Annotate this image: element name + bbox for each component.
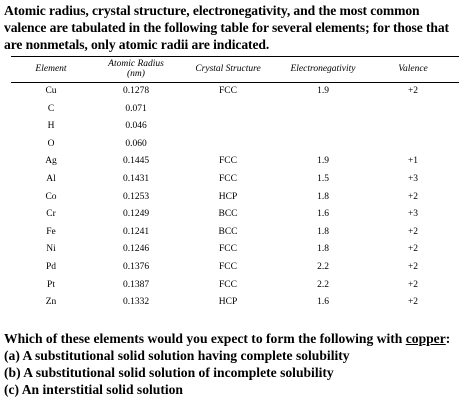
question-underlined-word: copper xyxy=(405,331,446,346)
cell-electronegativity: 1.9 xyxy=(317,86,329,96)
cell-atomic-radius: 0.1246 xyxy=(122,244,150,255)
table-row: Co 0.1253 HCP 1.8 +2 xyxy=(11,189,459,205)
cell-crystal-structure: FCC xyxy=(219,279,237,290)
cell-element: Pd xyxy=(45,262,57,272)
cell-electronegativity: 1.8 xyxy=(317,191,329,202)
table-row: Al 0.1431 FCC 1.5 +3 xyxy=(11,171,459,187)
cell-atomic-radius: 0.060 xyxy=(125,138,147,149)
cell-electronegativity: 1.5 xyxy=(317,174,329,184)
intro-paragraph: Atomic radius, crystal structure, electr… xyxy=(4,2,472,53)
cell-valence: +2 xyxy=(407,244,419,255)
cell-valence: +3 xyxy=(407,209,419,220)
table-row: Pd 0.1376 FCC 2.2 +2 xyxy=(11,259,459,275)
cell-atomic-radius: 0.1241 xyxy=(122,226,150,237)
cell-element: Co xyxy=(45,191,57,202)
header-radius-label: Atomic Radius xyxy=(108,59,164,69)
intro-line: valence are tabulated in the following t… xyxy=(4,20,449,35)
cell-electronegativity: 1.6 xyxy=(317,297,329,308)
cell-electronegativity: 1.9 xyxy=(317,156,329,167)
cell-valence: +2 xyxy=(407,279,419,290)
question-part-b: (b) A substitutional solid solution of i… xyxy=(4,365,334,380)
table-row: Zn 0.1332 HCP 1.6 +2 xyxy=(11,294,459,310)
cell-valence: +2 xyxy=(407,226,419,237)
cell-crystal-structure: HCP xyxy=(218,297,238,308)
cell-crystal-structure: BCC xyxy=(218,226,238,237)
cell-element: Al xyxy=(46,174,56,184)
header-atomic-radius: Atomic Radius (nm) xyxy=(91,56,181,82)
table-row: H 0.046 xyxy=(11,118,459,134)
intro-line: Atomic radius, crystal structure, electr… xyxy=(4,3,420,18)
cell-atomic-radius: 0.071 xyxy=(125,103,147,114)
question-prompt-end: : xyxy=(445,331,451,346)
cell-crystal-structure: FCC xyxy=(219,174,237,184)
cell-atomic-radius: 0.1445 xyxy=(122,156,150,167)
table-header-rule xyxy=(11,82,459,83)
header-element: Element xyxy=(35,64,67,74)
table-row: Pt 0.1387 FCC 2.2 +2 xyxy=(11,277,459,293)
cell-electronegativity: 2.2 xyxy=(317,279,329,290)
cell-element: C xyxy=(47,103,55,114)
question-prompt: Which of these elements would you expect… xyxy=(4,330,472,347)
cell-crystal-structure: FCC xyxy=(219,244,237,255)
cell-crystal-structure: FCC xyxy=(219,156,237,167)
cell-valence: +1 xyxy=(407,156,419,167)
intro-line: are nonmetals, only atomic radii are ind… xyxy=(4,37,270,52)
table-row: C 0.071 xyxy=(11,101,459,117)
cell-crystal-structure: BCC xyxy=(218,209,238,220)
table-row: Ni 0.1246 FCC 1.8 +2 xyxy=(11,241,459,257)
cell-electronegativity: 1.8 xyxy=(317,226,329,237)
cell-element: Ni xyxy=(46,244,56,255)
cell-atomic-radius: 0.1253 xyxy=(122,191,150,202)
cell-element: Cu xyxy=(45,86,57,96)
table-top-rule xyxy=(11,56,459,57)
question-block: Which of these elements would you expect… xyxy=(4,330,472,398)
cell-atomic-radius: 0.1249 xyxy=(122,209,150,220)
table-row: Ag 0.1445 FCC 1.9 +1 xyxy=(11,153,459,169)
table-row: Fe 0.1241 BCC 1.8 +2 xyxy=(11,224,459,240)
cell-valence: +2 xyxy=(407,262,419,272)
cell-atomic-radius: 0.1376 xyxy=(122,262,150,272)
question-part-a: (a) A substitutional solid solution havi… xyxy=(4,348,350,363)
header-radius-unit: (nm) xyxy=(127,69,145,79)
header-electronegativity: Electronegativity xyxy=(290,64,356,74)
cell-valence: +2 xyxy=(407,86,419,96)
cell-crystal-structure: FCC xyxy=(219,86,237,96)
cell-atomic-radius: 0.1387 xyxy=(122,279,150,290)
cell-electronegativity: 1.6 xyxy=(317,209,329,220)
cell-element: H xyxy=(47,121,55,132)
cell-valence: +3 xyxy=(407,174,419,184)
question-prompt-text: Which of these elements would you expect… xyxy=(4,331,406,346)
cell-electronegativity: 2.2 xyxy=(317,262,329,272)
question-part-c: (c) An interstitial solid solution xyxy=(4,382,183,397)
header-valence: Valence xyxy=(398,64,428,74)
table-row: Cr 0.1249 BCC 1.6 +3 xyxy=(11,206,459,222)
cell-element: O xyxy=(47,138,55,149)
cell-crystal-structure: FCC xyxy=(219,262,237,272)
cell-element: Pt xyxy=(47,279,55,290)
cell-crystal-structure: HCP xyxy=(218,191,238,202)
cell-element: Fe xyxy=(46,226,56,237)
cell-element: Zn xyxy=(45,297,57,308)
cell-valence: +2 xyxy=(407,191,419,202)
cell-electronegativity: 1.8 xyxy=(317,244,329,255)
cell-element: Ag xyxy=(45,156,57,167)
cell-atomic-radius: 0.1431 xyxy=(122,174,150,184)
table-row: Cu 0.1278 FCC 1.9 +2 xyxy=(11,83,459,99)
header-crystal-structure: Crystal Structure xyxy=(195,64,261,74)
cell-atomic-radius: 0.1332 xyxy=(122,297,150,308)
cell-atomic-radius: 0.1278 xyxy=(122,86,150,96)
table-row: O 0.060 xyxy=(11,136,459,152)
cell-atomic-radius: 0.046 xyxy=(125,121,147,132)
cell-element: Cr xyxy=(46,209,56,220)
cell-valence: +2 xyxy=(407,297,419,308)
